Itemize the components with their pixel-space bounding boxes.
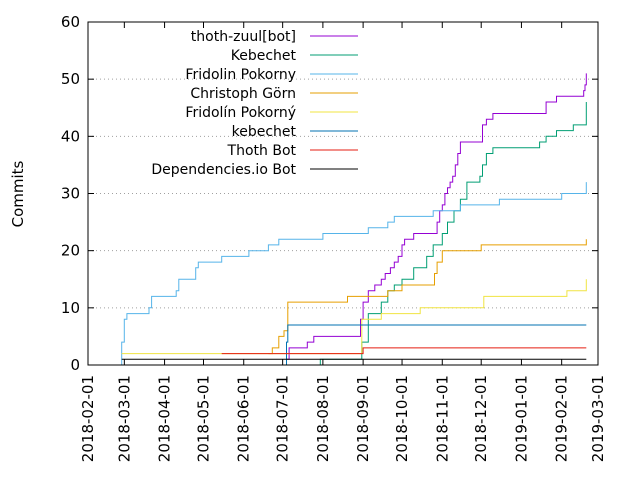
series-line-2 (120, 182, 587, 366)
x-tick-label: 2019-03-01 (589, 375, 607, 462)
x-axis: 2018-02-01 2018-03-01 2018-04-01 2018-05-01… (79, 22, 607, 462)
series-line-3 (268, 239, 587, 355)
x-tick-label: 2018-02-01 (79, 375, 97, 462)
x-tick-label: 2018-09-01 (354, 375, 372, 462)
legend-label: Dependencies.io Bot (151, 162, 296, 178)
y-tick-label: 40 (61, 127, 80, 145)
x-tick-label: 2018-08-01 (314, 375, 332, 462)
x-tick-label: 2018-07-01 (274, 375, 292, 462)
x-tick-label: 2018-03-01 (115, 375, 133, 462)
grid-lines (88, 78, 598, 309)
series-line-1 (287, 102, 587, 366)
x-tick-label: 2019-02-01 (553, 375, 571, 462)
x-tick-label: 2018-12-01 (472, 375, 490, 462)
y-tick-label: 20 (61, 242, 80, 260)
legend: thoth-zuul[bot] Kebechet Fridolin Pokorny C… (151, 29, 358, 178)
legend-label: thoth-zuul[bot] (191, 29, 296, 45)
y-tick-label: 30 (61, 185, 80, 203)
y-tick-label: 60 (61, 13, 80, 31)
x-tick-label: 2018-04-01 (156, 375, 174, 462)
x-tick-label: 2018-10-01 (393, 375, 411, 462)
legend-label: Fridolín Pokorný (185, 105, 296, 121)
legend-label: Thoth Bot (227, 143, 297, 159)
y-tick-label: 50 (61, 70, 80, 88)
series-layer (120, 73, 587, 366)
legend-label: Kebechet (231, 48, 297, 64)
x-tick-label: 2018-05-01 (194, 375, 212, 462)
legend-label: kebechet (232, 124, 297, 140)
x-tick-label: 2018-11-01 (433, 375, 451, 462)
series-line-6 (221, 347, 587, 355)
legend-label: Christoph Görn (190, 86, 296, 102)
x-tick-label: 2019-01-01 (512, 375, 530, 462)
y-tick-label: 10 (61, 299, 80, 317)
series-line-0 (285, 73, 587, 366)
y-axis-label: Commits (9, 160, 27, 227)
y-tick-label: 0 (70, 356, 80, 374)
x-tick-label: 2018-06-01 (235, 375, 253, 462)
y-axis: 0 10 20 30 40 50 60 (61, 13, 598, 374)
legend-label: Fridolin Pokorny (185, 67, 296, 83)
